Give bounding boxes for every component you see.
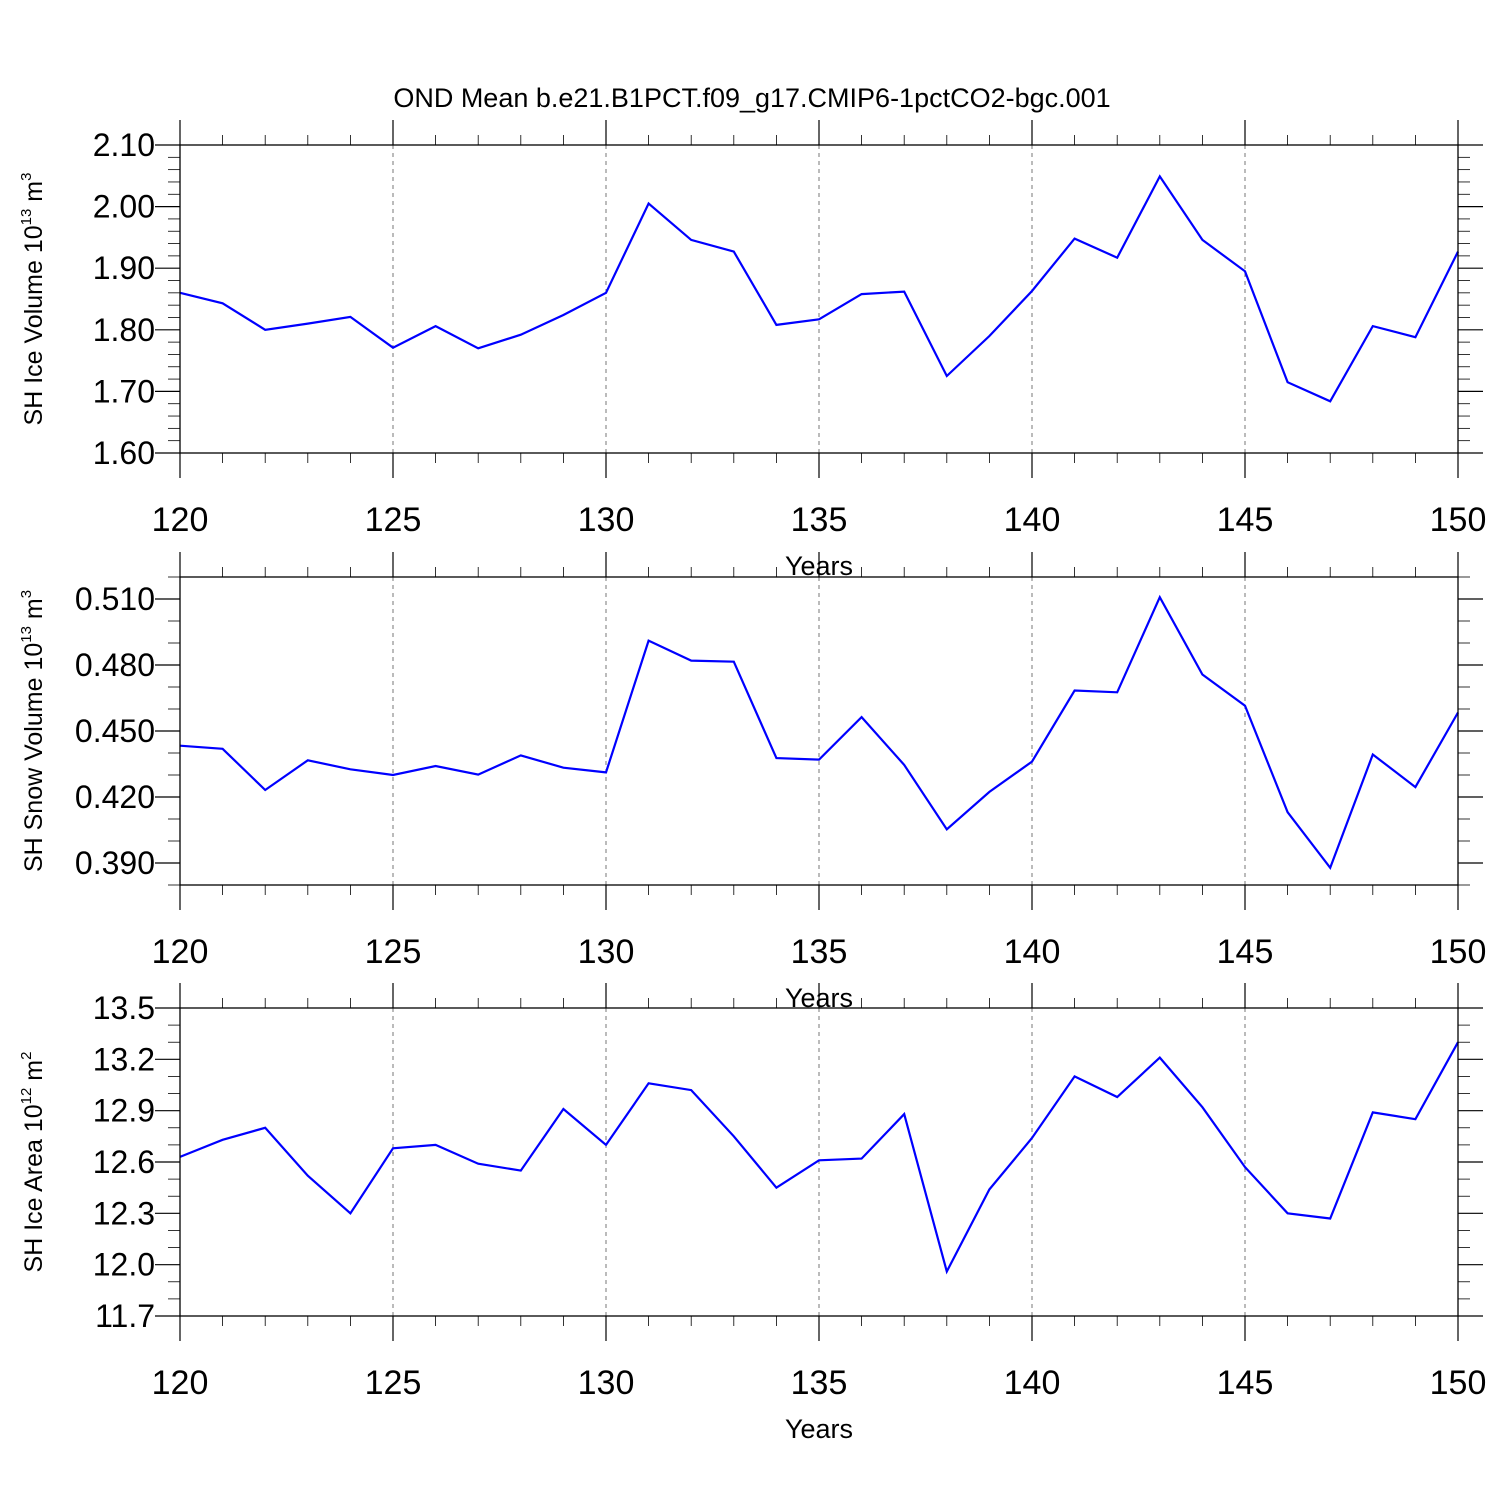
x-tick-label: 150 [1430,933,1487,971]
x-tick-label: 130 [578,501,635,539]
y-tick-label: 12.0 [93,1247,155,1283]
y-tick-label: 1.80 [93,312,155,348]
series-line-snow-volume [179,594,1459,871]
y-axis-label: SH Ice Volume 1013 m3 [18,173,48,426]
x-tick-label: 135 [791,1364,848,1402]
series-line-ice-volume [179,174,1459,403]
y-tick-label: 12.3 [93,1195,155,1231]
y-tick-label: 1.60 [93,435,155,471]
panel-ice-area: 120 125 130 135 140 145 150 11.7 12.0 12.3 12.6 12.… [18,983,1486,1444]
x-tick-label: 125 [365,933,422,971]
x-tick-label: 145 [1217,1364,1274,1402]
x-tick-label: 140 [1004,1364,1061,1402]
x-tick-label: 125 [365,1364,422,1402]
series-line-ice-area [179,1041,1459,1275]
x-tick-label: 125 [365,501,422,539]
y-axis-label-unit: m [20,598,48,626]
y-tick-label: 12.9 [93,1093,155,1129]
figure-title: OND Mean b.e21.B1PCT.f09_g17.CMIP6-1pctC… [393,83,1110,113]
y-tick-label: 0.480 [75,647,155,683]
x-tick-label: 140 [1004,501,1061,539]
y-axis-label: SH Snow Volume 1013 m3 [18,590,48,872]
x-tick-label: 135 [791,933,848,971]
y-axis-label-exponent: 12 [18,1088,35,1105]
y-axis-label-exponent: 13 [18,209,35,226]
y-tick-label: 13.5 [93,990,155,1026]
x-tick-label: 145 [1217,933,1274,971]
plot-frame [179,144,1459,454]
y-tick-label: 0.510 [75,581,155,617]
x-tick-label: 145 [1217,501,1274,539]
x-tick-label: 120 [152,501,209,539]
x-tick-label: 140 [1004,933,1061,971]
x-tick-label: 135 [791,501,848,539]
y-tick-label: 2.00 [93,189,155,225]
y-tick-label: 13.2 [93,1041,155,1077]
plot-frame [179,576,1459,886]
y-tick-label: 12.6 [93,1144,155,1180]
y-axis-label-unit-exponent: 2 [18,1052,35,1060]
plot-frame [179,1007,1459,1317]
panel-snow-volume: 120 125 130 135 140 145 150 0.390 0.420 0.450 0.48… [18,552,1486,1013]
y-tick-label: 0.450 [75,713,155,749]
y-axis-label-unit-exponent: 3 [18,173,35,181]
x-tick-label: 130 [578,1364,635,1402]
x-tick-label: 120 [152,933,209,971]
y-tick-label: 0.420 [75,779,155,815]
y-axis-label-unit: m [20,181,48,209]
y-axis-label-text: SH Ice Volume 10 [20,225,48,425]
y-tick-label: 1.90 [93,250,155,286]
y-tick-label: 2.10 [93,127,155,163]
y-tick-label: 1.70 [93,373,155,409]
y-tick-label: 11.7 [95,1298,155,1334]
x-axis-label: Years [785,1414,853,1444]
y-axis-label-unit-exponent: 3 [18,590,35,598]
x-tick-label: 150 [1430,1364,1487,1402]
y-axis-label: SH Ice Area 1012 m2 [18,1052,48,1273]
x-tick-label: 130 [578,933,635,971]
y-axis-label-text: SH Snow Volume 10 [20,643,48,872]
panel-ice-volume: 120 125 130 135 140 145 150 1.60 1.70 1.80 1.90 2.0… [18,120,1486,581]
y-axis-label-unit: m [20,1060,48,1088]
x-tick-label: 150 [1430,501,1487,539]
x-tick-label: 120 [152,1364,209,1402]
y-axis-label-text: SH Ice Area 10 [20,1104,48,1272]
y-axis-label-exponent: 13 [18,626,35,643]
y-tick-label: 0.390 [75,845,155,881]
panels: 120 125 130 135 140 145 150 1.60 1.70 1.80 1.90 2.0… [18,120,1486,1444]
